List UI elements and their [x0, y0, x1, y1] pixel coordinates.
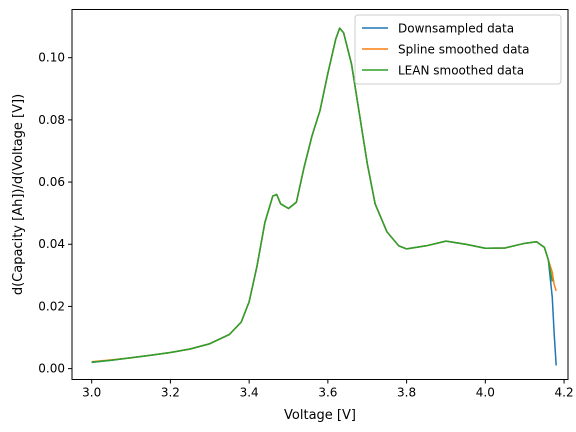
- x-tick-label: 3.2: [161, 386, 180, 400]
- y-axis-label: d(Capacity [Ah])/d(Voltage [V]): [11, 94, 26, 295]
- x-tick-label: 3.0: [82, 386, 101, 400]
- legend-box: [354, 14, 562, 85]
- legend: Downsampled data Spline smoothed data LEAN…: [354, 14, 562, 85]
- legend-label-3: LEAN smoothed data: [398, 64, 524, 78]
- y-tick-label: 0.08: [38, 113, 65, 127]
- legend-label-1: Downsampled data: [398, 22, 514, 36]
- x-axis-ticks: 3.0 3.2 3.4 3.6 3.8 4.0 4.2: [82, 379, 574, 400]
- series-layer: [91, 27, 557, 366]
- y-tick-label: 0.06: [38, 175, 65, 189]
- x-tick-label: 3.8: [397, 386, 416, 400]
- y-tick-label: 0.00: [38, 362, 65, 376]
- legend-label-2: Spline smoothed data: [398, 43, 529, 57]
- x-tick-label: 3.6: [318, 386, 337, 400]
- y-tick-label: 0.10: [38, 51, 65, 65]
- x-tick-label: 4.0: [476, 386, 495, 400]
- series-line-3: [91, 27, 553, 363]
- x-tick-label: 4.2: [555, 386, 574, 400]
- x-tick-label: 3.4: [240, 386, 259, 400]
- y-tick-label: 0.02: [38, 299, 65, 313]
- y-tick-label: 0.04: [38, 237, 65, 251]
- y-axis-ticks: 0.00 0.02 0.04 0.06 0.08 0.10: [38, 51, 72, 376]
- x-axis-label: Voltage [V]: [284, 408, 356, 423]
- legend-items: Downsampled data Spline smoothed data LEAN…: [362, 22, 529, 78]
- axes-frame: [71, 9, 569, 380]
